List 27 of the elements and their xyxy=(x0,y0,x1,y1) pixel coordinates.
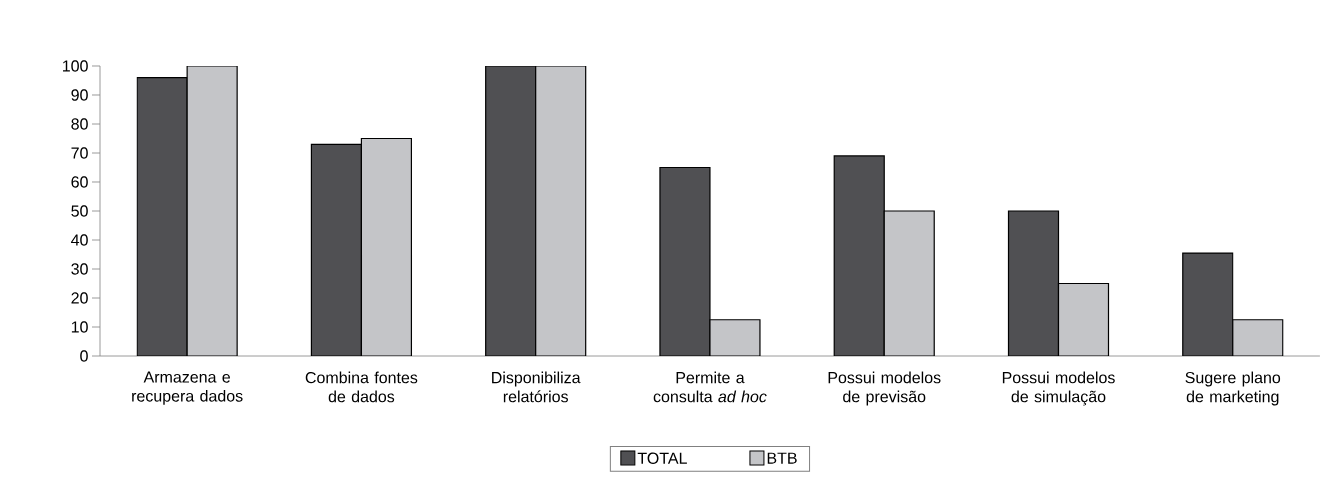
legend-label: BTB xyxy=(767,452,797,464)
bar xyxy=(883,210,935,356)
bar xyxy=(709,319,761,356)
x-tick-label: Sugere plano de marketing xyxy=(1185,371,1281,406)
bar xyxy=(1232,319,1284,356)
y-tick-label: 100 xyxy=(63,60,88,72)
y-tick-label: 20 xyxy=(71,292,88,304)
y-tick-label: 50 xyxy=(71,205,88,217)
legend-label: TOTAL xyxy=(637,452,687,464)
y-tick-label: 80 xyxy=(71,118,88,130)
bar xyxy=(1057,282,1110,356)
x-tick-label: Permite a consulta ad hoc xyxy=(653,371,767,403)
y-tick-label: 40 xyxy=(71,234,88,246)
x-tick-label: Disponibiliza relatórios xyxy=(492,371,581,403)
x-tick-label: Armazena e recupera dados xyxy=(132,371,243,405)
y-tick-label: 90 xyxy=(71,89,88,101)
bar xyxy=(535,66,587,356)
bar xyxy=(360,137,413,356)
y-tick-label: 10 xyxy=(71,321,88,333)
x-tick-label: Possui modelos de simulação xyxy=(1002,371,1115,406)
x-tick-label: Combina fontes de dados xyxy=(305,371,418,403)
y-tick-label: 70 xyxy=(71,147,88,159)
bar xyxy=(186,66,238,356)
x-tick-label: Possui modelos de previsão xyxy=(828,371,941,406)
y-tick-label: 30 xyxy=(71,263,88,275)
y-tick-label: 60 xyxy=(71,176,88,188)
y-tick-label: 0 xyxy=(80,350,88,362)
